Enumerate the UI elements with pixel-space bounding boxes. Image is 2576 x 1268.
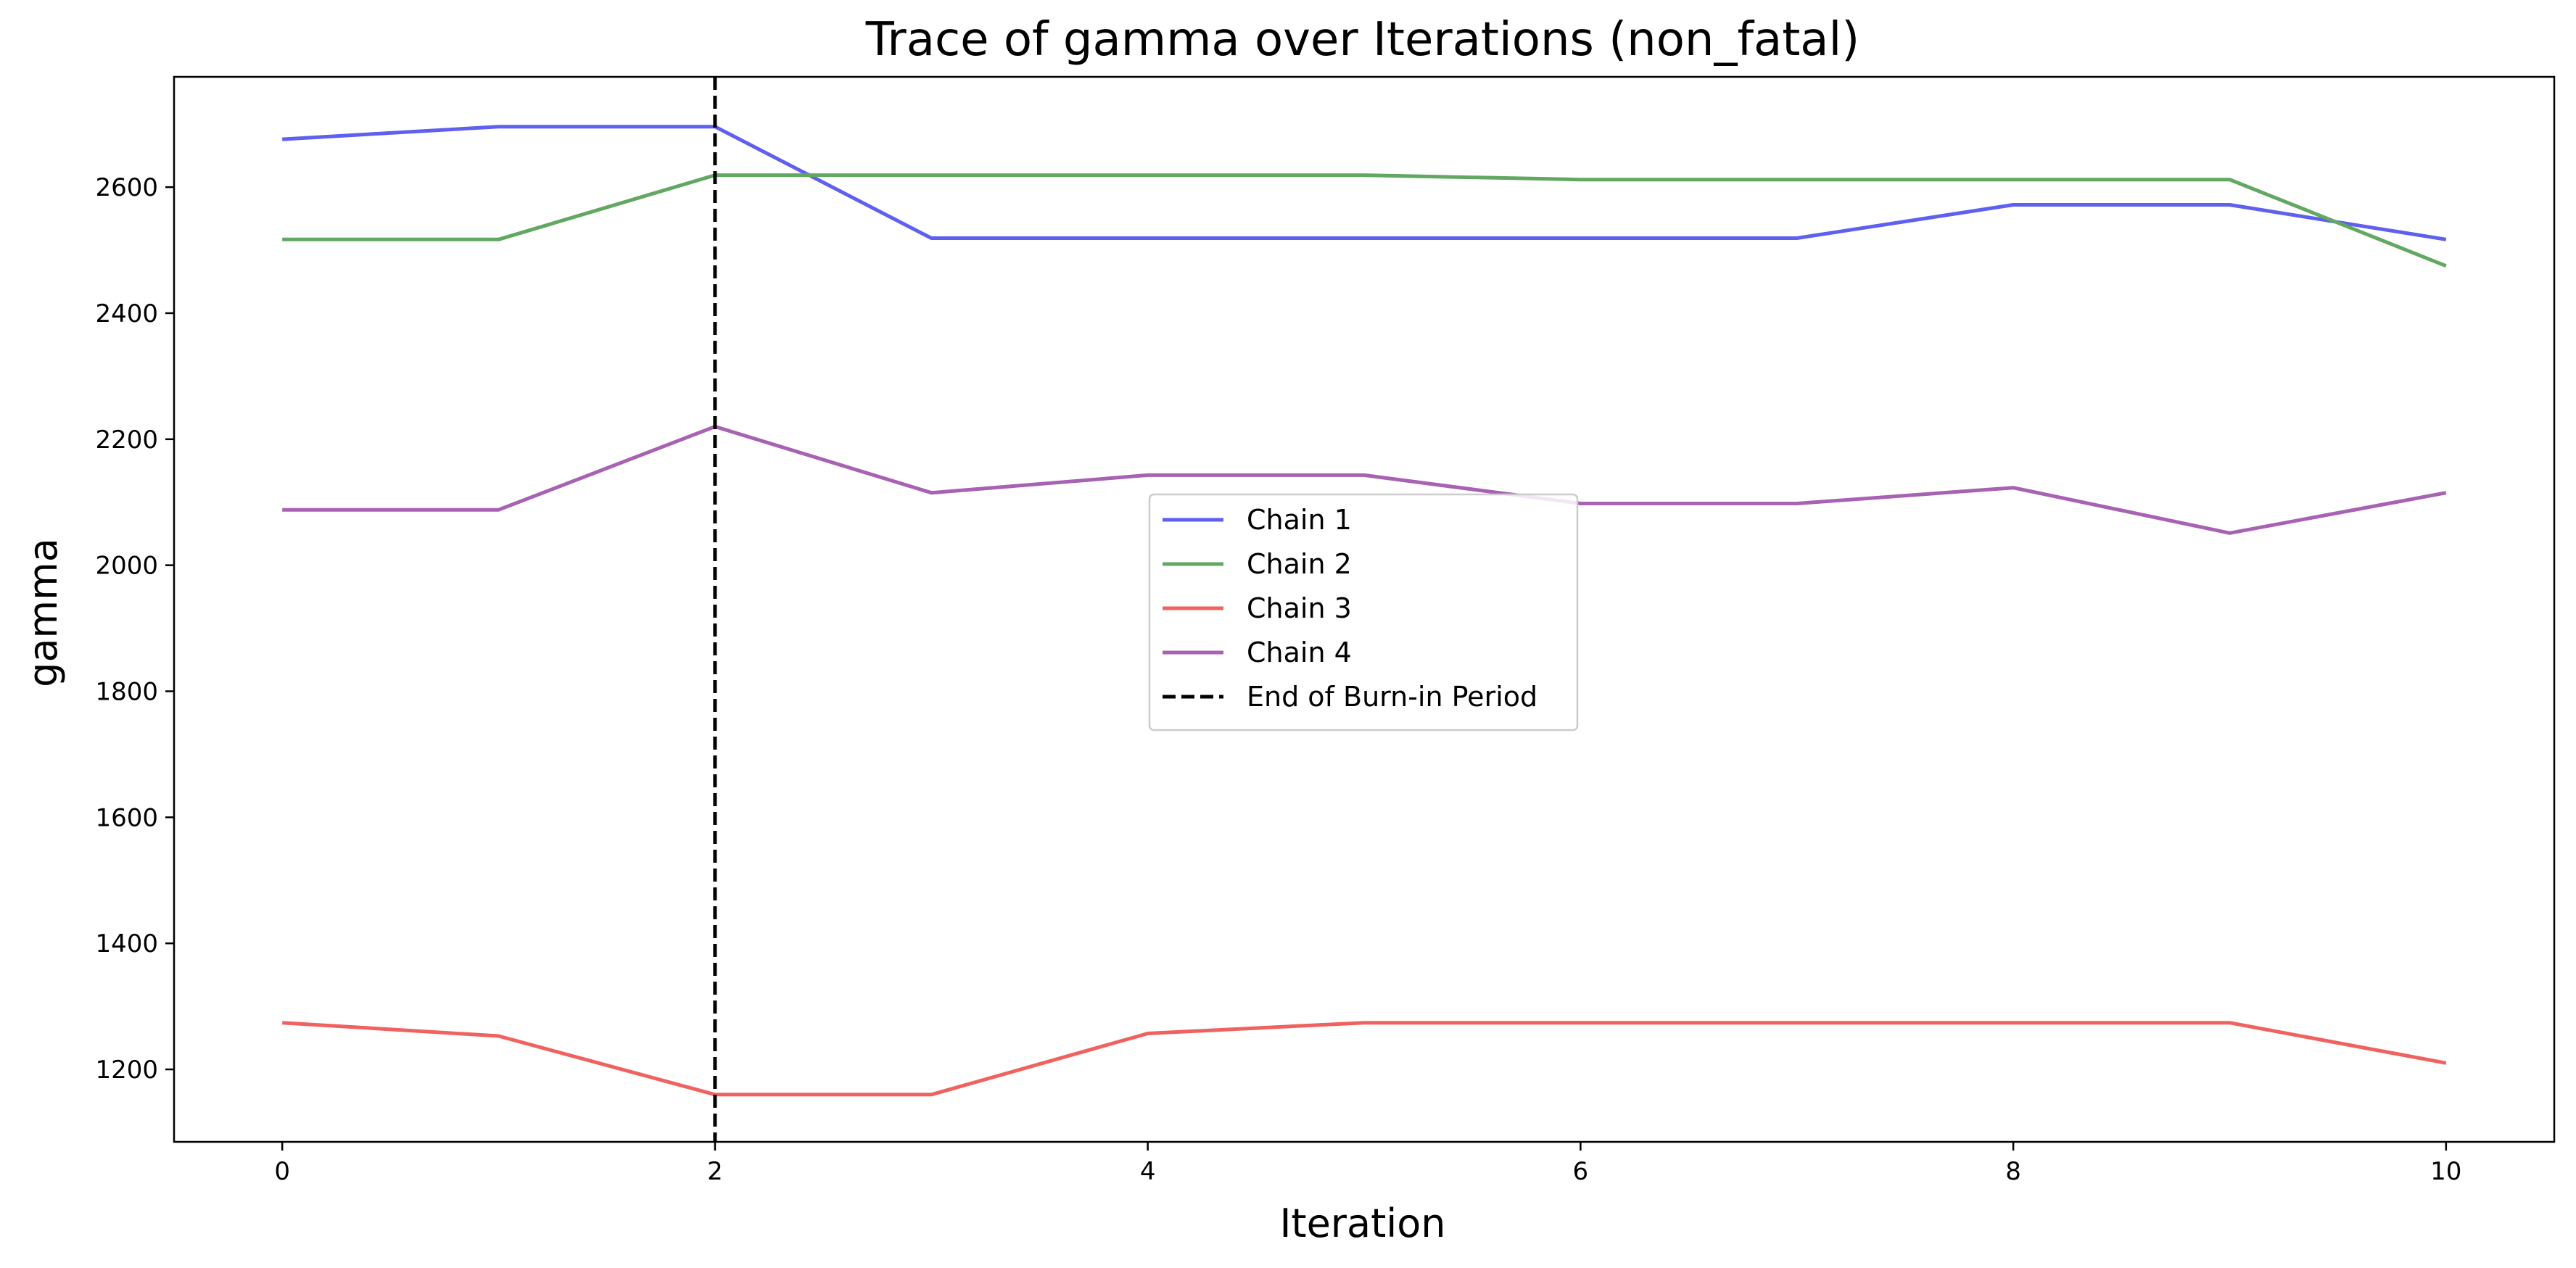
legend: Chain 1 Chain 2 Chain 3 Chain 4 End of Burn-… [1148, 493, 1579, 732]
y-tick-label: 1800 [95, 678, 158, 707]
y-tick-label: 1200 [95, 1056, 158, 1085]
plot-area: 0 2 4 6 8 10 1200 1400 1600 1800 2000 2200 2400 2600 [95, 75, 2556, 1186]
legend-box [1148, 493, 1579, 732]
series-line-chain-1 [282, 125, 2447, 241]
legend-label: Chain 2 [1247, 548, 1352, 580]
x-tick-label: 0 [274, 1157, 290, 1186]
y-tick-label: 2000 [95, 552, 158, 581]
y-tick-label: 1400 [95, 929, 158, 958]
y-tick-label: 2200 [95, 426, 158, 455]
x-axis-title: Iteration [1279, 1201, 1445, 1246]
y-axis-title: gamma [20, 538, 66, 687]
y-tick-label: 2600 [95, 173, 158, 202]
chart-title: Trace of gamma over Iterations (non_fata… [865, 13, 1860, 67]
x-tick-label: 10 [2430, 1157, 2461, 1186]
series-line-chain-2 [282, 173, 2447, 268]
legend-label: Chain 4 [1247, 637, 1352, 668]
y-tick-label: 1600 [95, 803, 158, 832]
legend-label: End of Burn-in Period [1247, 681, 1537, 713]
series-line-chain-3 [282, 1021, 2447, 1097]
legend-label: Chain 1 [1247, 504, 1352, 536]
x-tick-label: 6 [1573, 1157, 1589, 1186]
series-line-chain-4 [282, 424, 2447, 535]
x-tick-label: 4 [1140, 1157, 1156, 1186]
x-tick-label: 8 [2005, 1157, 2021, 1186]
x-tick-label: 2 [707, 1157, 723, 1186]
plot-frame [173, 75, 2556, 1143]
y-tick-label: 2400 [95, 299, 158, 328]
legend-label: Chain 3 [1247, 592, 1352, 624]
